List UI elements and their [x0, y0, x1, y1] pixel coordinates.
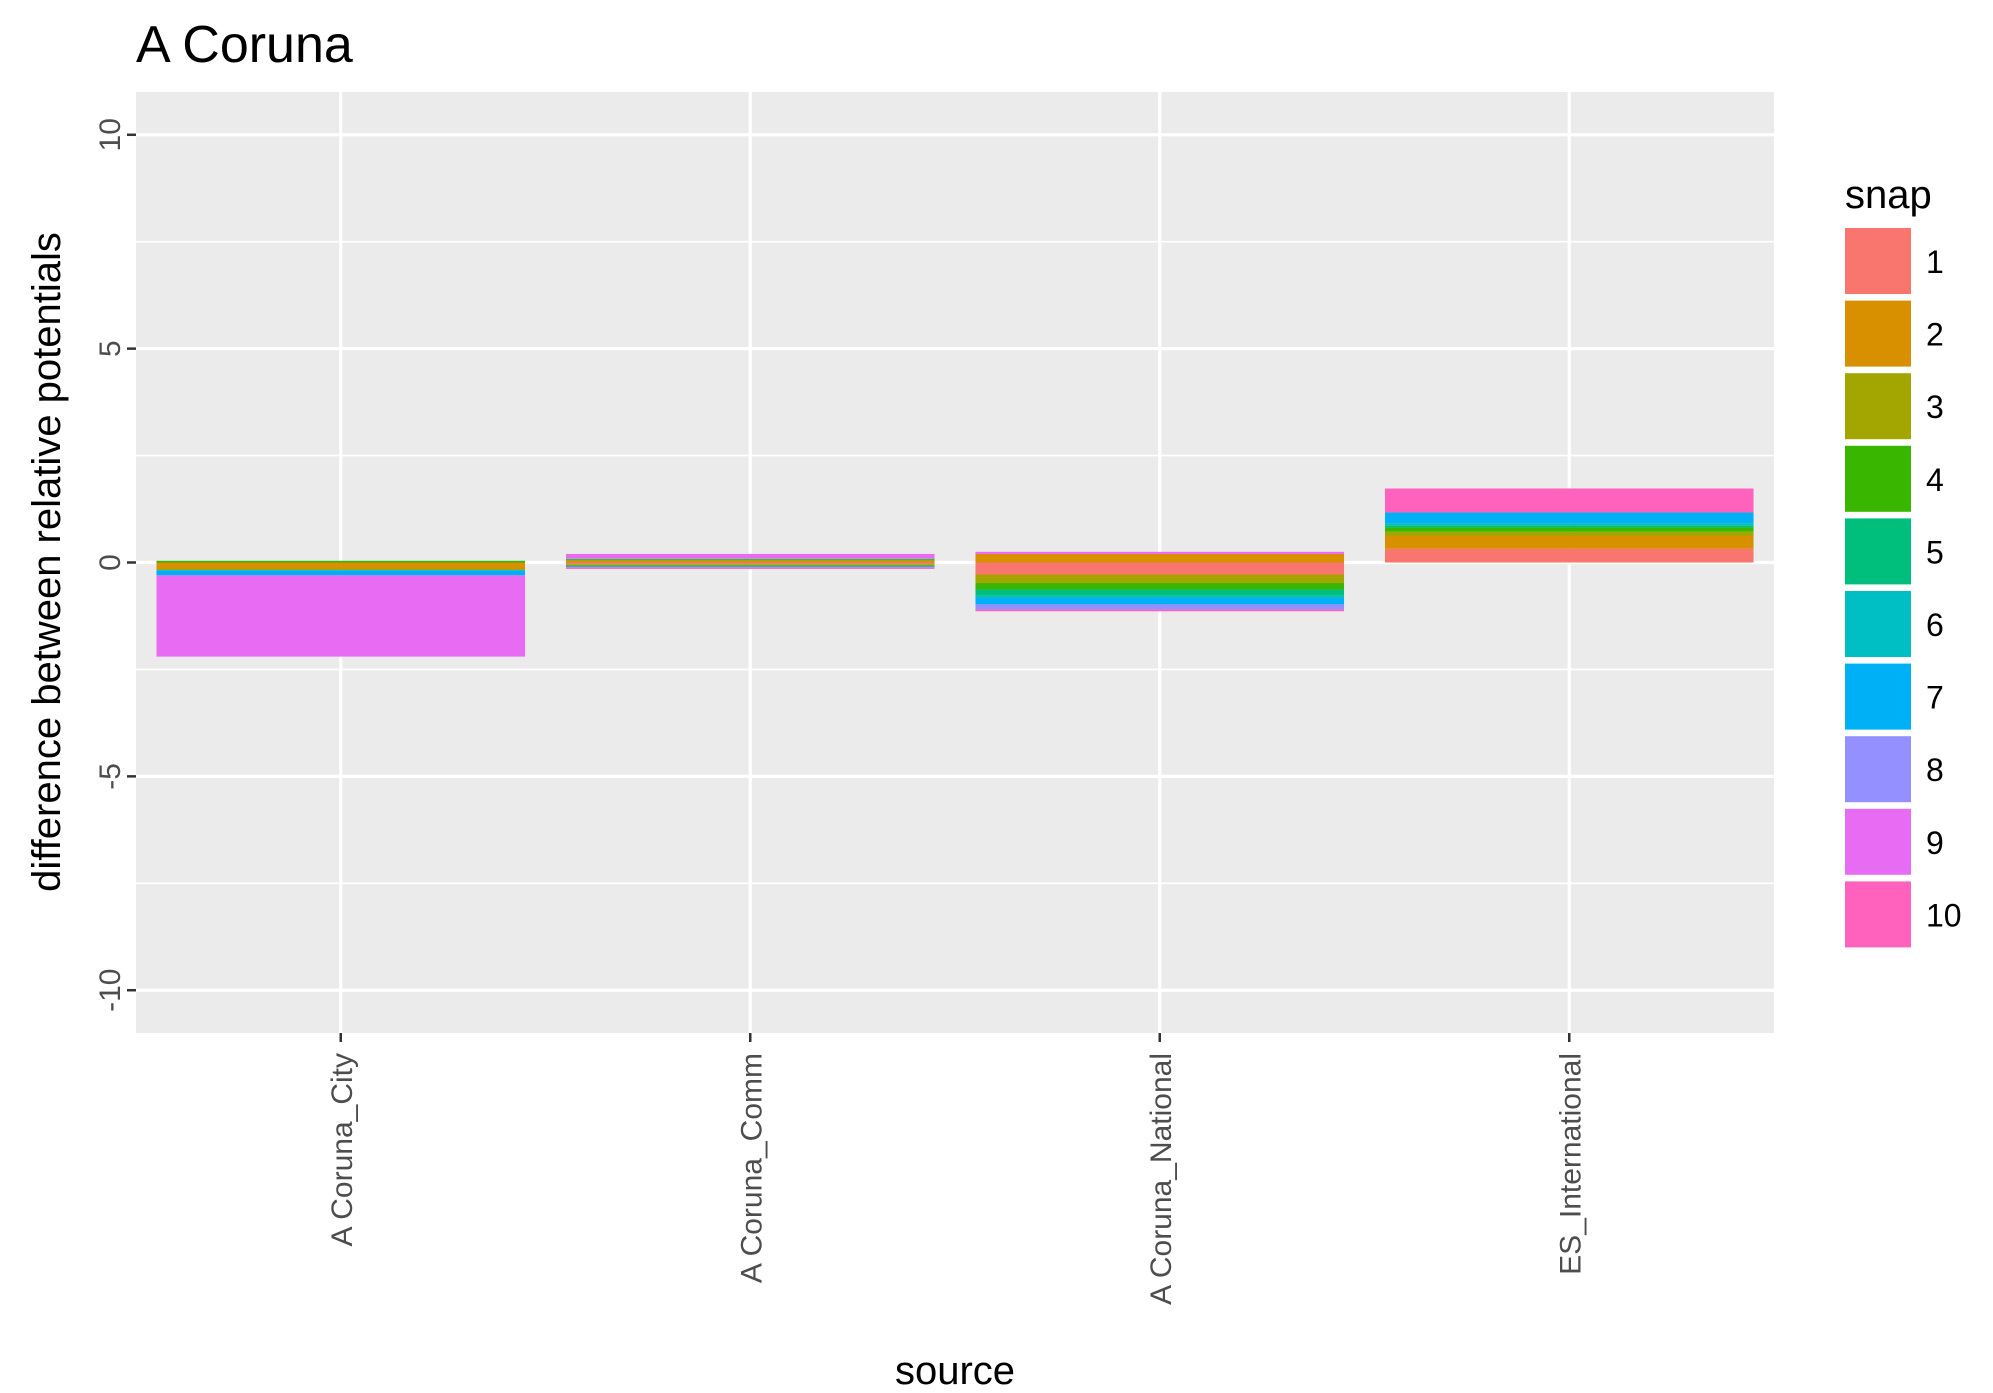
legend-key — [1845, 663, 1911, 730]
y-tick-label: 10 — [94, 118, 127, 151]
bar-segment — [1384, 512, 1754, 524]
bar-segment — [1384, 488, 1754, 513]
legend-key — [1845, 373, 1911, 440]
bar-segment — [565, 558, 935, 560]
bar-segment — [156, 560, 526, 563]
bar-segment — [975, 595, 1345, 599]
bar-segment — [156, 568, 526, 571]
y-tick-label: 5 — [94, 340, 127, 357]
chart-title: A Coruna — [136, 16, 353, 74]
bar-segment — [975, 562, 1345, 575]
legend-key — [1845, 445, 1911, 512]
legend-key — [1845, 808, 1911, 875]
bar-segment — [1384, 531, 1754, 536]
bar-segment — [1384, 548, 1754, 563]
legend-label: 1 — [1926, 244, 1944, 280]
bar-segment — [565, 559, 935, 561]
x-tick-label: A Coruna_Comm — [735, 1053, 768, 1283]
legend-label: 10 — [1926, 897, 1962, 933]
bar-segment — [1384, 527, 1754, 532]
legend-label: 3 — [1926, 389, 1944, 425]
legend-label: 6 — [1926, 607, 1944, 643]
x-tick-label: A Coruna_City — [326, 1053, 359, 1246]
y-tick-label: 0 — [94, 554, 127, 571]
y-tick-label: -5 — [94, 763, 127, 790]
bar-segment — [1384, 523, 1754, 526]
x-tick-label: A Coruna_National — [1145, 1053, 1178, 1305]
bar-segment — [1384, 525, 1754, 528]
bar-segment — [565, 566, 935, 568]
bar-segment — [975, 604, 1345, 610]
bar-segment — [975, 574, 1345, 584]
legend-label: 8 — [1926, 752, 1944, 788]
legend-key — [1845, 300, 1911, 367]
bar-segment — [1384, 535, 1754, 549]
bar-segment — [565, 560, 935, 563]
legend-label: 5 — [1926, 534, 1944, 570]
legend-key — [1845, 736, 1911, 803]
legend-label: 4 — [1926, 462, 1944, 498]
bar-segment — [975, 589, 1345, 596]
bar-segment — [975, 583, 1345, 590]
y-tick-label: -10 — [94, 969, 127, 1012]
bar-segment — [156, 575, 526, 657]
legend-key — [1845, 591, 1911, 657]
bar-segment — [565, 562, 935, 565]
bars — [156, 488, 1754, 657]
legend-title: snap — [1845, 173, 1932, 217]
legend-label: 9 — [1926, 825, 1944, 861]
bar-segment — [975, 551, 1345, 554]
bar-segment — [565, 565, 935, 567]
legend: snap 1 2 3 4 5 6 7 8 9 10 — [1845, 173, 1962, 948]
bar-segment — [975, 598, 1345, 605]
bar-segment — [565, 567, 935, 569]
bar-segment — [156, 570, 526, 576]
legend-key — [1845, 228, 1911, 294]
bar-segment — [975, 609, 1345, 612]
legend-label: 2 — [1926, 317, 1944, 353]
x-axis-title: source — [895, 1349, 1015, 1393]
legend-key — [1845, 881, 1911, 948]
x-axis: A Coruna_City A Coruna_Comm A Coruna_Natio… — [326, 1033, 1587, 1305]
legend-label: 7 — [1926, 680, 1944, 716]
bar-segment — [565, 564, 935, 566]
bar-segment — [156, 562, 526, 569]
legend-key — [1845, 518, 1911, 585]
bar-segment — [565, 553, 935, 559]
y-axis-title: difference between relative potentials — [25, 232, 69, 892]
x-tick-label: ES_International — [1554, 1053, 1587, 1275]
y-axis: -10 -5 0 5 10 — [94, 118, 136, 1012]
bar-segment — [975, 553, 1345, 563]
